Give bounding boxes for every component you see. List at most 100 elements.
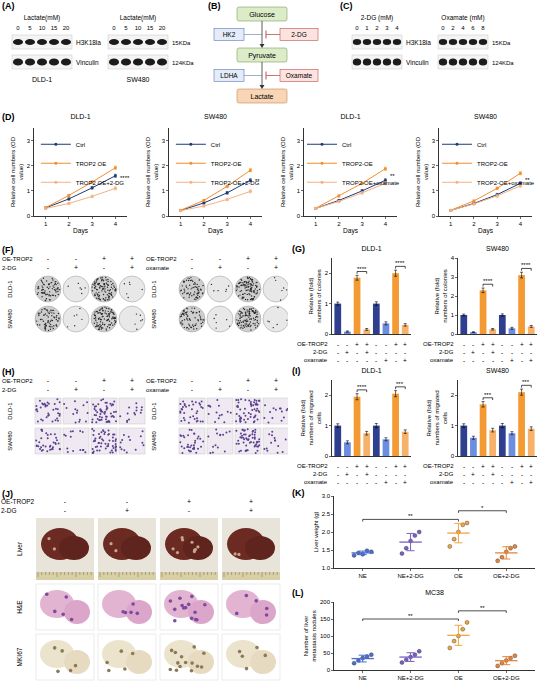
svg-text:1: 1 bbox=[449, 221, 453, 227]
svg-text:+: + bbox=[274, 255, 278, 262]
svg-text:-: - bbox=[103, 386, 106, 393]
svg-text:50: 50 bbox=[323, 650, 330, 656]
svg-text:2: 2 bbox=[451, 25, 455, 31]
svg-text:***: *** bbox=[484, 392, 492, 398]
svg-text:oxamate: oxamate bbox=[304, 479, 328, 485]
svg-text:-: - bbox=[463, 479, 465, 486]
svg-text:Number of livermetastasis nodu: Number of livermetastasis nodules bbox=[303, 610, 317, 661]
svg-text:4: 4 bbox=[395, 25, 399, 31]
svg-text:***: *** bbox=[396, 381, 404, 387]
svg-text:-: - bbox=[472, 357, 474, 364]
svg-text:Days: Days bbox=[208, 227, 224, 235]
svg-text:+: + bbox=[355, 463, 359, 470]
svg-text:-: - bbox=[501, 349, 503, 356]
svg-text:+: + bbox=[491, 349, 495, 356]
svg-text:SW480: SW480 bbox=[486, 245, 509, 252]
svg-text:Relative cell numbers (ODvalue: Relative cell numbers (ODvalue) bbox=[280, 136, 294, 207]
svg-text:+: + bbox=[102, 255, 106, 262]
svg-text:OE-TROP2: OE-TROP2 bbox=[423, 341, 454, 347]
svg-text:-: - bbox=[501, 357, 503, 364]
svg-text:Oxamate: Oxamate bbox=[286, 72, 313, 79]
svg-text:Vinculin: Vinculin bbox=[76, 59, 99, 66]
svg-text:-: - bbox=[472, 341, 474, 348]
svg-text:2: 2 bbox=[325, 270, 329, 276]
svg-text:Lactate: Lactate bbox=[251, 93, 274, 100]
svg-text:-: - bbox=[375, 479, 377, 486]
svg-text:OE-TROP2: OE-TROP2 bbox=[146, 256, 177, 262]
svg-text:2-DG: 2-DG bbox=[291, 31, 307, 38]
svg-text:+: + bbox=[403, 357, 407, 364]
svg-text:2: 2 bbox=[451, 293, 455, 299]
svg-text:+: + bbox=[481, 463, 485, 470]
svg-text:H3K18la: H3K18la bbox=[406, 39, 431, 46]
svg-text:-: - bbox=[492, 479, 494, 486]
svg-text:oxamate: oxamate bbox=[430, 479, 454, 485]
svg-text:Days: Days bbox=[73, 227, 89, 235]
svg-text:8: 8 bbox=[481, 25, 485, 31]
svg-text:-: - bbox=[337, 349, 339, 356]
svg-text:NE+2-DG: NE+2-DG bbox=[397, 675, 424, 681]
svg-text:SW480: SW480 bbox=[204, 113, 227, 120]
svg-text:NE: NE bbox=[359, 573, 367, 579]
svg-text:-: - bbox=[482, 471, 484, 478]
svg-text:TROP2-OE: TROP2-OE bbox=[211, 161, 242, 167]
svg-text:-: - bbox=[346, 479, 348, 486]
svg-text:124KDa: 124KDa bbox=[172, 60, 194, 66]
svg-text:+: + bbox=[74, 264, 78, 271]
svg-text:2: 2 bbox=[451, 392, 455, 398]
svg-text:1: 1 bbox=[27, 188, 31, 194]
svg-text:0: 0 bbox=[451, 331, 455, 337]
svg-text:(C): (C) bbox=[340, 1, 353, 11]
svg-text:+: + bbox=[529, 463, 533, 470]
svg-text:-: - bbox=[511, 471, 513, 478]
svg-text:-: - bbox=[47, 264, 50, 271]
svg-text:-: - bbox=[463, 357, 465, 364]
svg-text:3: 3 bbox=[162, 138, 166, 144]
svg-text:15KDa: 15KDa bbox=[172, 40, 191, 46]
svg-text:-: - bbox=[511, 463, 513, 470]
svg-text:0: 0 bbox=[432, 213, 436, 219]
svg-text:-: - bbox=[247, 386, 250, 393]
svg-text:2-DG: 2-DG bbox=[1, 507, 17, 514]
svg-text:4: 4 bbox=[451, 255, 455, 261]
svg-text:-: - bbox=[366, 357, 368, 364]
svg-text:2-DG: 2-DG bbox=[2, 265, 17, 271]
svg-text:6: 6 bbox=[471, 25, 475, 31]
svg-text:+: + bbox=[403, 463, 407, 470]
svg-text:2-DG (mM): 2-DG (mM) bbox=[361, 14, 394, 22]
svg-text:-: - bbox=[126, 498, 129, 505]
svg-text:***: *** bbox=[522, 379, 530, 385]
svg-text:OE+2-DG: OE+2-DG bbox=[493, 573, 520, 579]
svg-text:-: - bbox=[385, 471, 387, 478]
svg-text:3: 3 bbox=[360, 221, 364, 227]
svg-text:+: + bbox=[403, 479, 407, 486]
svg-text:2: 2 bbox=[337, 221, 341, 227]
svg-text:Days: Days bbox=[343, 227, 359, 235]
svg-text:SW480: SW480 bbox=[151, 431, 157, 451]
svg-text:-: - bbox=[395, 479, 397, 486]
svg-text:-: - bbox=[47, 377, 50, 384]
svg-text:124KDa: 124KDa bbox=[492, 60, 514, 66]
svg-text:-: - bbox=[75, 377, 78, 384]
svg-text:0: 0 bbox=[112, 25, 116, 31]
svg-text:SW480: SW480 bbox=[474, 113, 497, 120]
svg-text:+: + bbox=[403, 341, 407, 348]
svg-text:****: **** bbox=[120, 175, 130, 181]
svg-text:+: + bbox=[74, 386, 78, 393]
svg-text:****: **** bbox=[395, 260, 405, 266]
svg-text:-: - bbox=[463, 471, 465, 478]
svg-text:oxamate: oxamate bbox=[304, 357, 328, 363]
svg-text:2: 2 bbox=[375, 25, 379, 31]
svg-text:+: + bbox=[394, 341, 398, 348]
svg-text:-: - bbox=[356, 357, 358, 364]
svg-text:-: - bbox=[492, 357, 494, 364]
svg-text:+: + bbox=[274, 264, 278, 271]
svg-text:20: 20 bbox=[63, 25, 70, 31]
svg-text:**: ** bbox=[390, 173, 395, 179]
svg-text:3: 3 bbox=[385, 25, 389, 31]
svg-text:+: + bbox=[365, 341, 369, 348]
svg-text:-: - bbox=[337, 357, 339, 364]
svg-text:**: ** bbox=[255, 178, 260, 184]
svg-text:Liver: Liver bbox=[16, 541, 23, 556]
svg-text:Glucose: Glucose bbox=[249, 11, 275, 18]
